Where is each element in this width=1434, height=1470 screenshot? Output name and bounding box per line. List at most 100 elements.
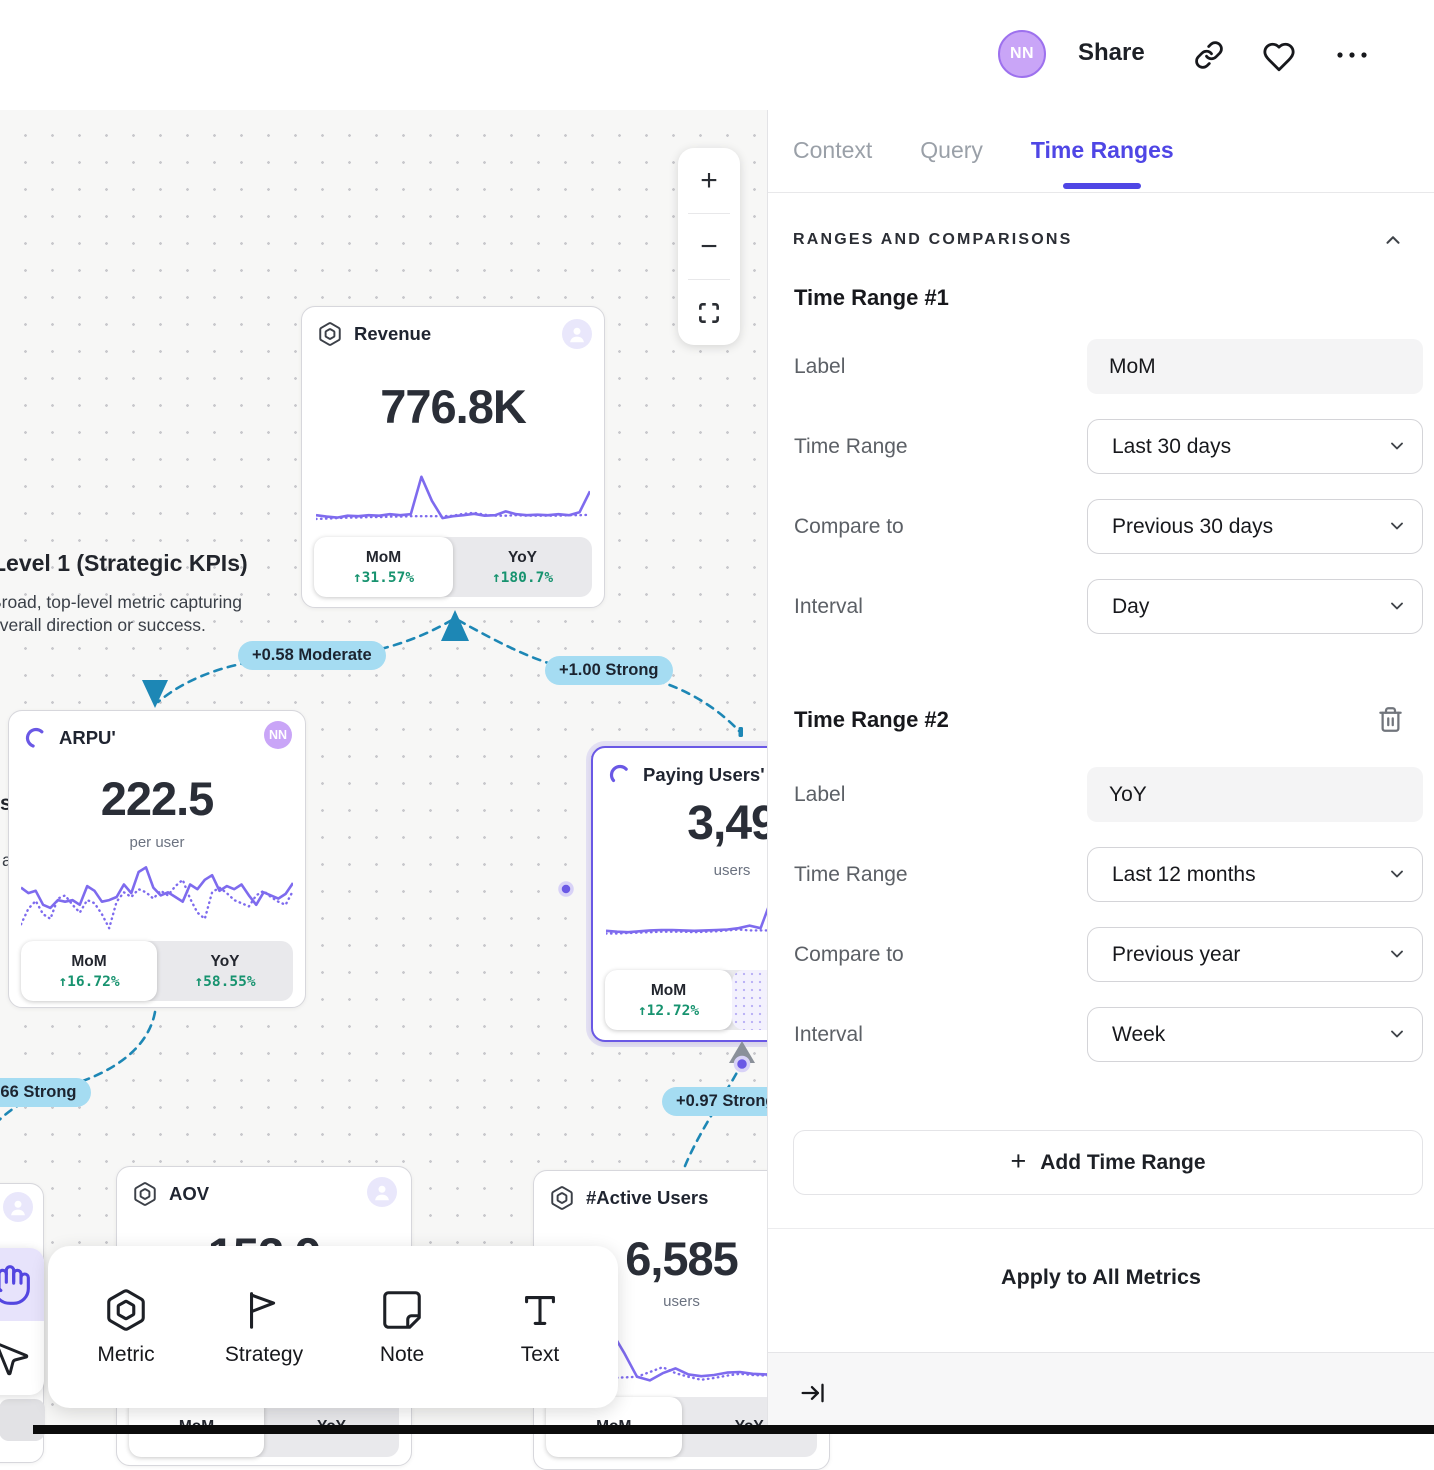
divider: [688, 279, 730, 280]
metric-card-revenue[interactable]: Revenue 776.8K MoM ↑31.57% YoY ↑180.7%: [301, 306, 605, 608]
chip-mom[interactable]: MoM ↑12.72%: [605, 970, 732, 1030]
chevron-down-icon: [1391, 442, 1403, 450]
more-options-icon[interactable]: [1334, 43, 1370, 67]
time-range-1-title: Time Range #1: [794, 285, 949, 310]
change-value: ↑16.72%: [58, 973, 120, 990]
divider: [768, 1228, 1434, 1229]
revenue-sparkline: [314, 467, 592, 523]
tool-text-button[interactable]: Text: [480, 1287, 600, 1367]
collaborator-avatar[interactable]: NN: [264, 721, 292, 749]
chevron-down-icon: [1391, 950, 1403, 958]
link-icon[interactable]: [1194, 40, 1224, 70]
owner-avatar-icon[interactable]: [562, 319, 592, 349]
metric-hexagon-icon: [319, 322, 341, 346]
field-label: Label: [794, 782, 846, 806]
change-value: ↑12.72%: [637, 1002, 700, 1019]
correlation-badge[interactable]: +0.66 Strong: [0, 1078, 91, 1107]
compare-to-select[interactable]: Previous 30 days: [1087, 499, 1423, 554]
metric-value: 6,585: [625, 1232, 739, 1285]
field-label: Compare to: [794, 514, 904, 538]
card-title: #Active Users: [586, 1187, 709, 1208]
trash-icon[interactable]: [1377, 706, 1404, 733]
chip-fragment: [0, 1399, 45, 1441]
comparison-toggle: MoM ↑31.57% YoY ↑180.7%: [314, 537, 592, 597]
interval-select[interactable]: Week: [1087, 1007, 1423, 1062]
change-value: ↑180.7%: [491, 569, 554, 586]
app-header: NN Share: [0, 0, 1434, 110]
chip-yoy[interactable]: YoY ↑180.7%: [491, 548, 554, 586]
tool-pointer-button[interactable]: [0, 1321, 44, 1394]
card-title: Paying Users': [643, 764, 765, 785]
arpu-sparkline: [19, 853, 295, 939]
chevron-down-icon: [1391, 602, 1403, 610]
metric-unit: per user: [129, 834, 185, 851]
collapse-panel-icon[interactable]: [798, 1379, 826, 1407]
chip-mom[interactable]: MoM ↑31.57%: [314, 537, 453, 597]
insert-toolbar: Metric Strategy Note Text: [48, 1246, 618, 1408]
field-label: Interval: [794, 594, 863, 618]
chevron-down-icon: [1391, 870, 1403, 878]
metric-value: 776.8K: [380, 380, 527, 433]
time-range-2-title: Time Range #2: [794, 706, 949, 732]
user-avatar[interactable]: NN: [998, 30, 1046, 78]
level-note-line1: Broad, top-level metric capturing: [0, 592, 242, 612]
change-value: ↑31.57%: [352, 569, 415, 586]
metric-hexagon-icon: [551, 1186, 573, 1210]
heart-icon[interactable]: [1262, 40, 1296, 74]
label-input[interactable]: [1087, 767, 1423, 822]
sticky-note-icon: [383, 1291, 421, 1329]
metric-value: 3,49: [687, 797, 777, 850]
compare-to-select[interactable]: Previous year: [1087, 927, 1423, 982]
correlation-badge[interactable]: +1.00 Strong: [545, 656, 673, 685]
change-value: ↑58.55%: [194, 973, 256, 990]
clipped-text-fragment: s: [0, 792, 12, 815]
label-input[interactable]: [1087, 339, 1423, 394]
metric-card-arpu[interactable]: ARPU' NN 222.5 per user MoM ↑16.72% YoY …: [8, 710, 306, 1008]
text-icon: [525, 1296, 555, 1325]
add-time-range-button[interactable]: + Add Time Range: [793, 1130, 1423, 1195]
metric-unit: users: [663, 1293, 700, 1310]
hexagon-icon: [107, 1289, 145, 1331]
panel-tabs: Context Query Time Ranges: [768, 110, 1434, 193]
metric-hexagon-icon: [134, 1182, 156, 1206]
tab-time-ranges[interactable]: Time Ranges: [1031, 137, 1174, 192]
panel-footer: [768, 1352, 1434, 1434]
zoom-in-button[interactable]: +: [700, 163, 718, 197]
tab-query[interactable]: Query: [920, 137, 983, 163]
chevron-down-icon: [1391, 522, 1403, 530]
chip-yoy[interactable]: YoY ↑58.55%: [194, 952, 256, 990]
fit-view-button[interactable]: [678, 280, 740, 345]
divider: [688, 213, 730, 214]
time-range-select[interactable]: Last 30 days: [1087, 419, 1423, 474]
canvas-zoom-controls: + −: [678, 148, 740, 345]
zoom-out-button[interactable]: −: [700, 229, 718, 263]
tool-hand-button[interactable]: [0, 1248, 44, 1321]
card-title: ARPU': [59, 727, 116, 748]
field-label: Label: [794, 354, 846, 378]
properties-panel: Context Query Time Ranges RANGES AND COM…: [767, 110, 1434, 1434]
time-range-select[interactable]: Last 12 months: [1087, 847, 1423, 902]
chip-mom[interactable]: MoM ↑16.72%: [21, 941, 157, 1001]
correlation-badge[interactable]: +0.58 Moderate: [238, 641, 386, 670]
tool-note-button[interactable]: Note: [342, 1287, 462, 1367]
owner-avatar-icon[interactable]: [367, 1177, 397, 1207]
interval-select[interactable]: Day: [1087, 579, 1423, 634]
hand-icon: [0, 1264, 30, 1305]
tool-strategy-button[interactable]: Strategy: [204, 1287, 324, 1367]
bottom-edge-strip: [33, 1425, 1434, 1434]
apply-all-metrics-button[interactable]: Apply to All Metrics: [1001, 1265, 1201, 1289]
chevron-up-icon[interactable]: [1382, 229, 1404, 251]
level-note-body: Broad, top-level metric capturing overal…: [0, 591, 242, 637]
level-note-title: Level 1 (Strategic KPIs): [0, 550, 248, 576]
field-label: Time Range: [794, 862, 908, 886]
field-label: Interval: [794, 1022, 863, 1046]
owner-avatar-icon[interactable]: [3, 1192, 33, 1222]
canvas-mode-tools: [0, 1248, 44, 1395]
card-title: Revenue: [354, 323, 432, 344]
loading-spinner-icon: [609, 764, 631, 786]
share-button[interactable]: Share: [1078, 39, 1145, 66]
tab-context[interactable]: Context: [793, 137, 873, 163]
field-label: Compare to: [794, 942, 904, 966]
tool-metric-button[interactable]: Metric: [66, 1287, 186, 1367]
card-title: AOV: [169, 1183, 210, 1204]
